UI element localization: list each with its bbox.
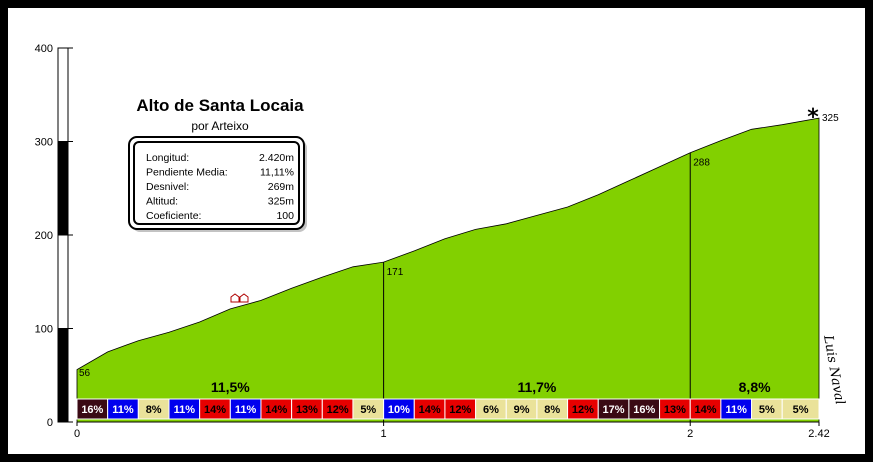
info-key: Pendiente Media: (146, 167, 228, 179)
gradient-segment-label: 5% (793, 404, 809, 416)
gradient-segment-label: 11% (726, 404, 748, 416)
chart-subtitle: por Arteixo (191, 119, 249, 133)
gradient-segment-label: 11% (112, 404, 134, 416)
gradient-segment-label: 13% (296, 404, 318, 416)
summit-altitude-label: 325 (822, 113, 839, 124)
km-average-label: 8,8% (739, 379, 771, 395)
gradient-segment-label: 14% (695, 404, 717, 416)
x-tick-label: 2 (687, 428, 693, 440)
altitude-scale-bar (57, 47, 69, 423)
summit-star-icon: * (807, 105, 819, 130)
y-tick-label: 300 (35, 137, 53, 149)
info-value: 100 (276, 210, 294, 222)
title-block: Alto de Santa Locaia por Arteixo (136, 96, 304, 133)
gradient-segment-label: 17% (603, 404, 625, 416)
start-altitude-label: 56 (79, 368, 91, 379)
gradient-segment-label: 16% (81, 404, 103, 416)
chart-title: Alto de Santa Locaia (136, 96, 304, 115)
gradient-segment-label: 9% (514, 404, 530, 416)
gradient-segment-label: 13% (664, 404, 686, 416)
info-box-rows: Longitud: 2.420m Pendiente Media: 11,11% Des… (146, 152, 294, 222)
gradient-segment-label: 12% (327, 404, 349, 416)
km-altitude-label: 171 (387, 267, 404, 278)
km-marker-lines: 171 288 (383, 152, 710, 422)
info-key: Coeficiente: (146, 210, 201, 222)
info-key: Desnivel: (146, 181, 189, 193)
gradient-segment-label: 14% (419, 404, 441, 416)
y-tick-label: 400 (35, 43, 53, 55)
gradient-segment-label: 11% (235, 404, 257, 416)
scale-band (57, 141, 69, 236)
info-value: 269m (268, 181, 295, 193)
x-axis: 0 1 2 2.42 (74, 421, 830, 440)
village-icon (230, 293, 249, 303)
km-average-label: 11,7% (517, 379, 556, 395)
x-tick-label: 1 (381, 428, 387, 440)
km-average-label: 11,5% (211, 379, 250, 395)
info-box: Longitud: 2.420m Pendiente Media: 11,11% Des… (128, 136, 307, 232)
gradient-segment-label: 8% (544, 404, 560, 416)
info-key: Altitud: (146, 196, 178, 208)
scale-band (57, 234, 69, 329)
info-value: 11,11% (260, 167, 294, 179)
profile-area (76, 117, 820, 423)
y-tick-label: 200 (35, 230, 53, 242)
summit-marker: * 325 (807, 105, 839, 130)
gradient-segments: 16% 11% 8% 11% 14% 11% 14% 13% 12% 5% 10% 14% 12% 6% 9… (76, 398, 820, 420)
gradient-segment (781, 398, 820, 420)
gradient-segment-label: 14% (265, 404, 287, 416)
x-tick-label: 2.42 (808, 428, 829, 440)
gradient-segment-label: 11% (174, 404, 196, 416)
y-tick-label: 0 (47, 417, 53, 429)
y-tick-label: 100 (35, 324, 53, 336)
scale-band (57, 47, 69, 142)
gradient-segment-label: 12% (572, 404, 594, 416)
gradient-segment-label: 14% (204, 404, 226, 416)
info-value: 2.420m (259, 152, 294, 164)
gradient-segment-label: 5% (759, 404, 775, 416)
scale-band (57, 328, 69, 423)
km-average-labels: 11,5% 11,7% 8,8% (211, 379, 771, 395)
gradient-segment-label: 16% (633, 404, 655, 416)
x-tick-label: 0 (74, 428, 80, 440)
km-altitude-label: 288 (693, 158, 710, 169)
info-key: Longitud: (146, 152, 189, 164)
gradient-segment-label: 8% (146, 404, 162, 416)
profile-polygon (76, 117, 820, 423)
gradient-segment-label: 5% (360, 404, 376, 416)
y-axis: 0 100 200 300 400 (35, 43, 73, 429)
info-value: 325m (268, 196, 295, 208)
info-box-inner (133, 141, 300, 225)
gradient-segment-label: 6% (483, 404, 499, 416)
gradient-segment-label: 12% (449, 404, 471, 416)
gradient-segment-label: 10% (388, 404, 410, 416)
